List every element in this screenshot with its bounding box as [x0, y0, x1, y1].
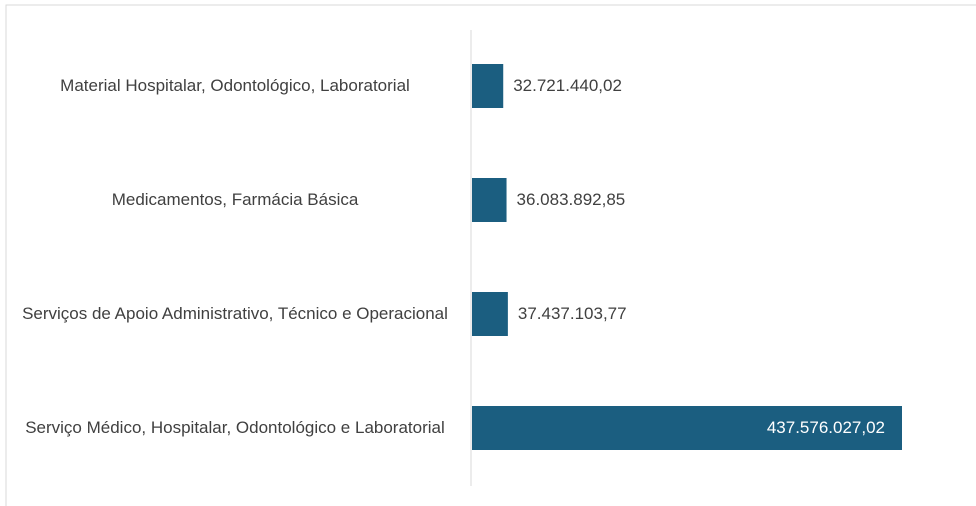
data-label: 37.437.103,77 [517, 304, 627, 323]
category-label: Material Hospitalar, Odontológico, Labor… [60, 76, 410, 95]
chart-frame [5, 4, 976, 506]
bar [472, 292, 508, 336]
category-label: Serviços de Apoio Administrativo, Técnic… [22, 304, 448, 323]
data-label: 437.576.027,02 [766, 418, 885, 437]
bar [472, 406, 902, 450]
data-label: 36.083.892,85 [516, 190, 626, 209]
data-label: 32.721.440,02 [513, 76, 622, 95]
bar [472, 64, 504, 108]
category-label: Serviço Médico, Hospitalar, Odontológico… [25, 418, 445, 437]
bar [472, 178, 507, 222]
category-label: Medicamentos, Farmácia Básica [111, 190, 359, 209]
